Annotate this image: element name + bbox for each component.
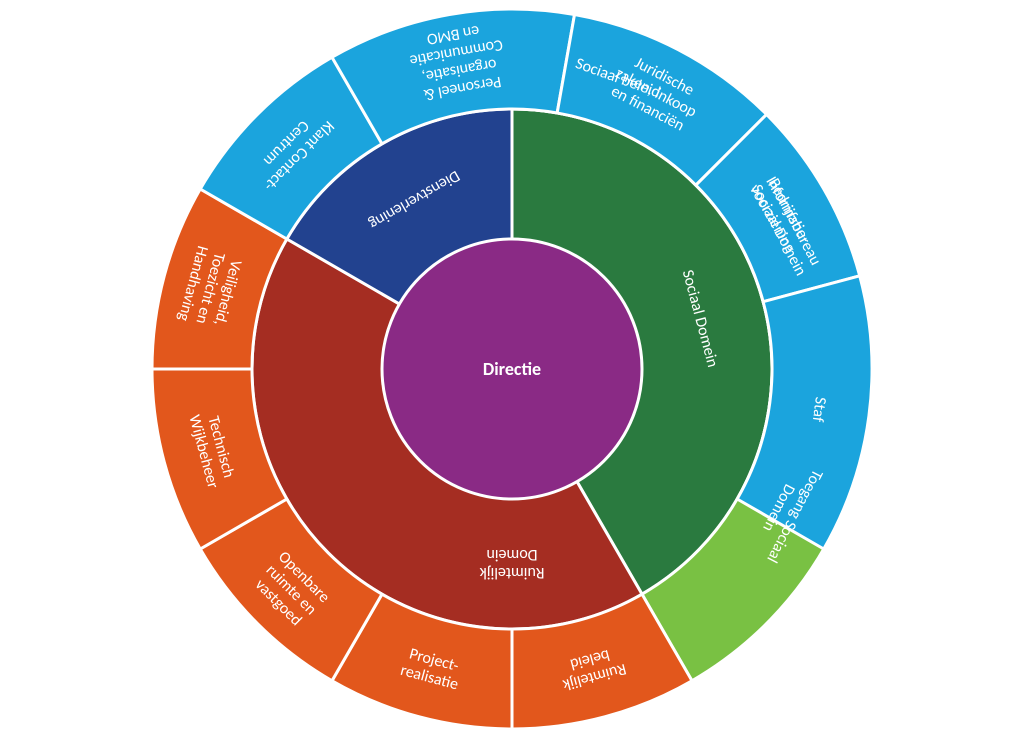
label-outer-staf: Staf	[808, 396, 830, 423]
svg-text:Staf: Staf	[808, 396, 830, 423]
svg-text:RuimtelijkDomein: RuimtelijkDomein	[479, 545, 545, 582]
label-middle-ruimte: RuimtelijkDomein	[479, 545, 545, 582]
center-label: Directie	[483, 358, 541, 380]
org-sunburst-chart: Sociaal beleidBedrijfsbureauSociaal Dome…	[0, 0, 1024, 738]
